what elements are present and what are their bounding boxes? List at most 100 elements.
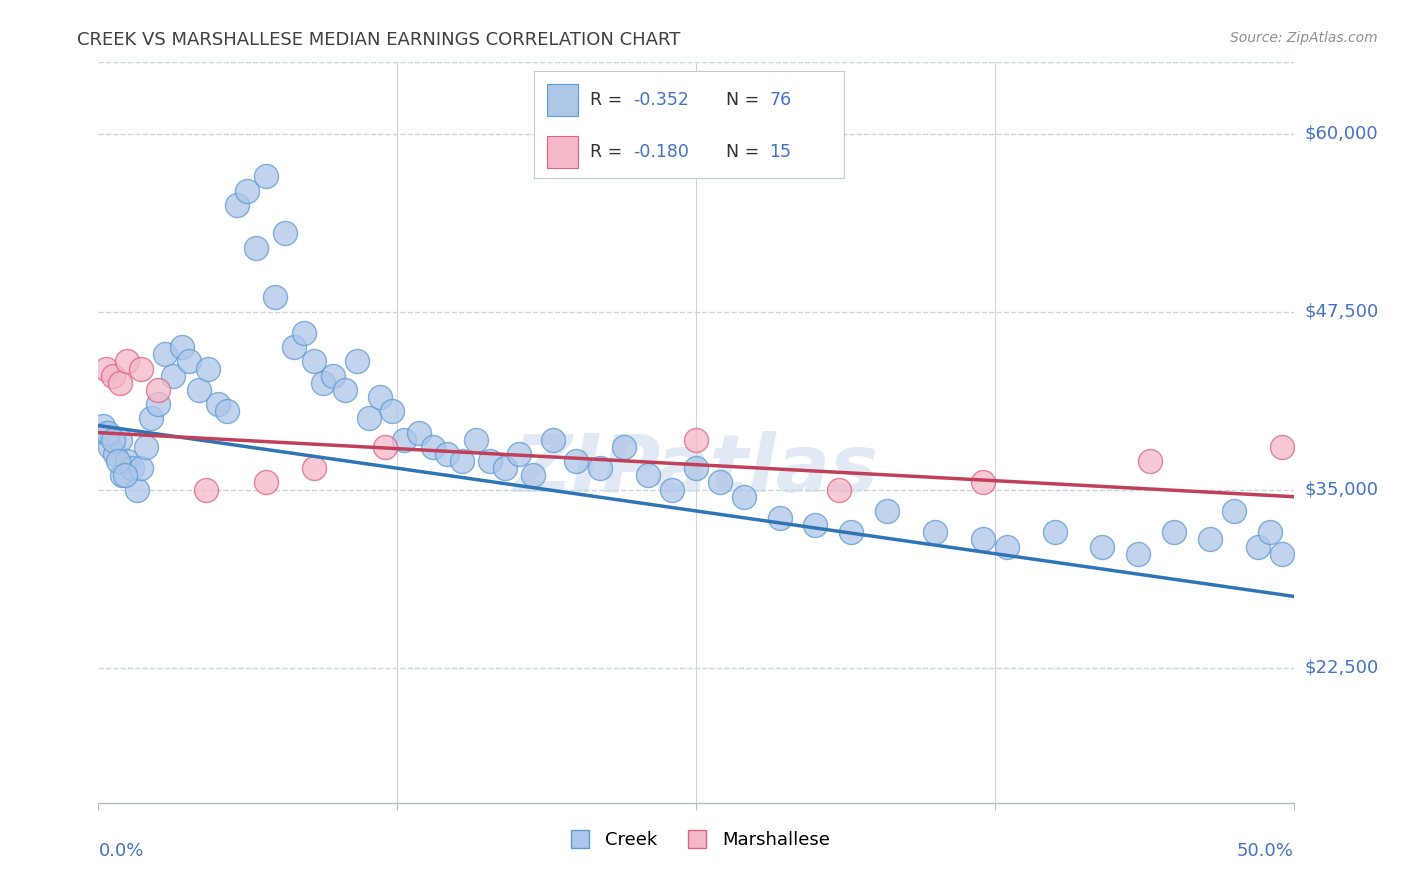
Point <box>172 340 194 354</box>
Point <box>101 368 124 383</box>
Point <box>465 433 488 447</box>
Point <box>131 361 153 376</box>
Point <box>522 468 544 483</box>
Point <box>274 227 297 241</box>
Point <box>115 354 138 368</box>
Point <box>139 411 162 425</box>
Point <box>254 169 277 184</box>
Point <box>370 390 392 404</box>
Text: $60,000: $60,000 <box>1305 125 1378 143</box>
Point <box>226 198 249 212</box>
Point <box>292 326 315 340</box>
Point <box>1247 540 1270 554</box>
Text: -0.180: -0.180 <box>633 143 689 161</box>
Point <box>94 361 117 376</box>
Point <box>148 383 170 397</box>
Point <box>135 440 157 454</box>
Point <box>94 425 117 440</box>
Point <box>1271 440 1294 454</box>
Point <box>108 376 131 390</box>
Point <box>450 454 472 468</box>
Point <box>1258 525 1281 540</box>
Point <box>302 461 325 475</box>
Point <box>637 468 659 483</box>
Point <box>107 454 129 468</box>
Point <box>283 340 305 354</box>
Point <box>1043 525 1066 540</box>
Point <box>264 290 287 304</box>
Text: 50.0%: 50.0% <box>1237 842 1294 860</box>
Point <box>148 397 170 411</box>
Point <box>374 440 396 454</box>
Point <box>245 240 267 255</box>
Text: N =: N = <box>725 91 765 109</box>
Point <box>508 447 530 461</box>
Point <box>125 483 148 497</box>
Point <box>541 433 564 447</box>
Point <box>709 475 731 490</box>
Point <box>104 447 127 461</box>
Point <box>972 533 994 547</box>
Point <box>408 425 430 440</box>
Point <box>312 376 335 390</box>
Point <box>302 354 325 368</box>
Point <box>179 354 201 368</box>
Point <box>685 433 707 447</box>
Point <box>333 383 356 397</box>
Text: ZIPatlas: ZIPatlas <box>513 431 879 508</box>
Text: $22,500: $22,500 <box>1305 658 1379 676</box>
Text: $47,500: $47,500 <box>1305 302 1379 320</box>
Point <box>1199 533 1222 547</box>
Point <box>565 454 588 468</box>
Point <box>685 461 707 475</box>
Text: N =: N = <box>725 143 765 161</box>
Point <box>207 397 229 411</box>
Point <box>217 404 239 418</box>
Point <box>187 383 209 397</box>
Point <box>769 511 792 525</box>
Point <box>995 540 1018 554</box>
Point <box>661 483 683 497</box>
Point <box>108 433 131 447</box>
Point <box>115 454 138 468</box>
Point <box>111 468 134 483</box>
Point <box>1128 547 1150 561</box>
Point <box>422 440 444 454</box>
Point <box>97 425 120 440</box>
Text: Source: ZipAtlas.com: Source: ZipAtlas.com <box>1230 31 1378 45</box>
Text: CREEK VS MARSHALLESE MEDIAN EARNINGS CORRELATION CHART: CREEK VS MARSHALLESE MEDIAN EARNINGS COR… <box>77 31 681 49</box>
Point <box>114 468 136 483</box>
Text: 15: 15 <box>769 143 792 161</box>
Point <box>972 475 994 490</box>
Point <box>733 490 755 504</box>
Point <box>479 454 502 468</box>
Point <box>613 440 636 454</box>
Text: 0.0%: 0.0% <box>98 842 143 860</box>
Text: 76: 76 <box>769 91 792 109</box>
Point <box>197 361 219 376</box>
Point <box>804 518 827 533</box>
Point <box>235 184 257 198</box>
Point <box>131 461 153 475</box>
Point <box>381 404 404 418</box>
Point <box>494 461 516 475</box>
Legend: Creek, Marshallese: Creek, Marshallese <box>554 824 838 856</box>
Point <box>828 483 851 497</box>
Point <box>436 447 458 461</box>
Point <box>394 433 416 447</box>
Point <box>346 354 368 368</box>
Text: $35,000: $35,000 <box>1305 481 1379 499</box>
Point <box>254 475 277 490</box>
Point <box>1223 504 1246 518</box>
Point <box>841 525 863 540</box>
Point <box>155 347 177 361</box>
Point <box>1091 540 1114 554</box>
Bar <box>547 136 578 168</box>
Bar <box>547 84 578 116</box>
Point <box>322 368 344 383</box>
Point <box>98 440 122 454</box>
Point <box>91 418 114 433</box>
Point <box>121 461 143 475</box>
Point <box>101 433 124 447</box>
Text: -0.352: -0.352 <box>633 91 689 109</box>
